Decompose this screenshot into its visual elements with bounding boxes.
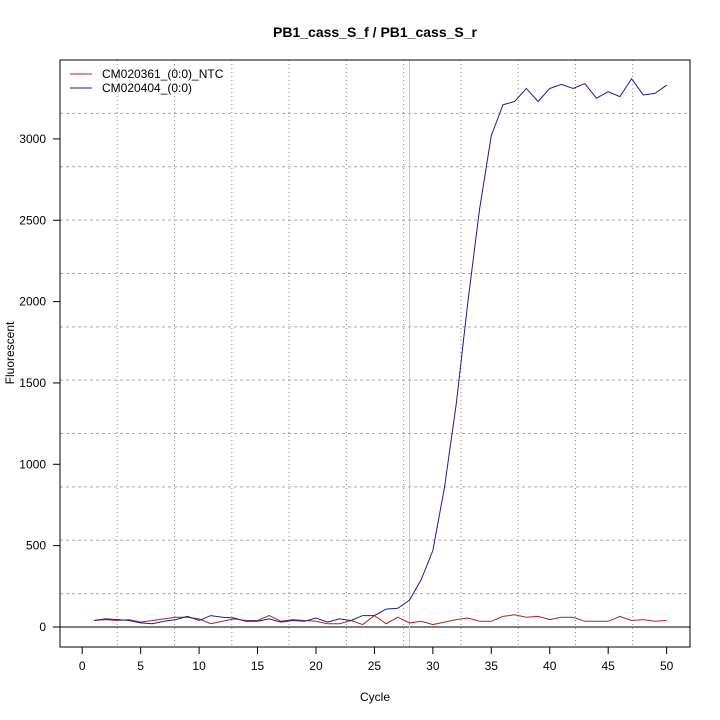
x-tick-label: 0 [79, 659, 86, 673]
plot-frame [59, 59, 691, 648]
y-tick-label: 0 [39, 620, 46, 634]
legend-label-ntc: CM020361_(0:0)_NTC [102, 67, 224, 81]
x-tick-label: 50 [660, 659, 674, 673]
x-tick-label: 15 [251, 659, 265, 673]
y-tick-label: 1000 [19, 457, 46, 471]
x-tick-label: 10 [192, 659, 206, 673]
series-line-1 [93, 77, 667, 625]
y-tick-label: 3000 [19, 132, 46, 146]
x-tick-label: 45 [602, 659, 616, 673]
x-axis-label: Cycle [360, 690, 390, 704]
y-tick-label: 2000 [19, 295, 46, 309]
series-lines [93, 77, 667, 626]
series-line-0 [93, 614, 667, 626]
y-tick-label: 500 [26, 539, 46, 553]
x-tick-label: 30 [426, 659, 440, 673]
y-tick-label: 1500 [19, 376, 46, 390]
chart-title: PB1_cass_S_f / PB1_cass_S_r [273, 24, 477, 40]
x-tick-label: 20 [309, 659, 323, 673]
y-tick-label: 2500 [19, 213, 46, 227]
legend-label-sample: CM020404_(0:0) [102, 81, 192, 95]
x-tick-label: 40 [543, 659, 557, 673]
y-axis-label: Fluorescent [3, 321, 17, 384]
x-tick-label: 35 [485, 659, 499, 673]
axes: 0 5 10 15 20 25 30 35 40 45 5005001000150020002500… [19, 132, 673, 673]
legend: CM020361_(0:0)_NTC CM020404_(0:0) [70, 67, 224, 95]
x-tick-label: 25 [368, 659, 382, 673]
x-tick-label: 5 [137, 659, 144, 673]
grid [60, 60, 690, 647]
